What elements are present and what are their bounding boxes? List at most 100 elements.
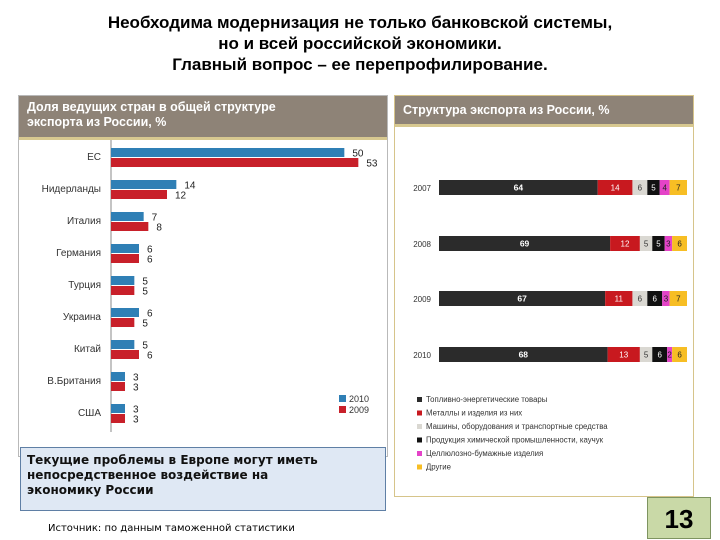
segment-4 — [662, 291, 670, 306]
year-label: 2008 — [413, 240, 431, 249]
year-label: 2009 — [413, 295, 431, 304]
data-label: 14 — [184, 181, 196, 192]
segment-label: 6 — [638, 184, 643, 193]
bar-2009 — [111, 222, 149, 231]
segment-label: 7 — [676, 184, 681, 193]
bar-2010 — [111, 404, 125, 413]
segment-label: 13 — [619, 351, 628, 360]
segment-label: 7 — [676, 295, 681, 304]
data-label: 8 — [156, 223, 162, 234]
legend-swatch — [417, 410, 422, 416]
segment-label: 68 — [519, 350, 529, 360]
legend-label: Другие — [426, 463, 451, 472]
bar-2010 — [111, 372, 125, 381]
note-box: Текущие проблемы в Европе могут иметь не… — [20, 447, 386, 511]
year-label: 2007 — [413, 184, 431, 193]
segment-1 — [605, 291, 633, 306]
data-label: 3 — [133, 405, 139, 416]
bar-2010 — [111, 180, 177, 189]
bar-2009 — [111, 254, 139, 263]
bar-2009 — [111, 286, 135, 295]
legend-label: Машины, оборудования и транспортные сред… — [426, 422, 608, 431]
segment-label: 12 — [621, 240, 630, 249]
data-label: 5 — [142, 319, 148, 330]
note-line: Текущие проблемы в Европе могут иметь — [27, 453, 318, 467]
legend-swatch — [417, 397, 422, 402]
segment-label: 5 — [644, 240, 649, 249]
segment-0 — [439, 180, 598, 195]
segment-label: 64 — [514, 183, 524, 193]
note-line: экономику России — [27, 483, 154, 497]
bar-2009 — [111, 318, 135, 327]
segment-3 — [647, 291, 663, 306]
segment-label: 69 — [520, 239, 530, 249]
segment-2 — [632, 180, 648, 195]
data-label: 6 — [147, 309, 153, 320]
legend-label-2009: 2009 — [349, 405, 369, 415]
bar-2010 — [111, 308, 139, 317]
segment-label: 3 — [664, 295, 669, 304]
segment-label: 5 — [651, 184, 656, 193]
legend-swatch-2010 — [339, 395, 346, 402]
legend-label: Продукция химической промышленности, кау… — [426, 436, 604, 445]
data-label: 53 — [366, 159, 378, 170]
bar-2010 — [111, 340, 135, 349]
legend-label: Целлюлозно-бумажные изделия — [426, 449, 543, 458]
category-label: Украина — [63, 312, 102, 323]
slide-title-line: Главный вопрос – ее перепрофилирование. — [172, 55, 548, 74]
segment-label: 2 — [667, 351, 672, 360]
bar-2009 — [111, 190, 167, 199]
segment-label: 6 — [677, 240, 682, 249]
data-label: 5 — [142, 277, 148, 288]
legend-swatch-2009 — [339, 406, 346, 413]
segment-label: 5 — [644, 351, 649, 360]
segment-1 — [597, 180, 633, 195]
segment-5 — [672, 236, 687, 251]
legend-swatch — [417, 424, 422, 429]
legend-label-2010: 2010 — [349, 394, 369, 404]
category-label: Германия — [56, 248, 101, 259]
segment-2 — [632, 291, 648, 306]
segment-label: 5 — [656, 240, 661, 249]
segment-0 — [439, 291, 606, 306]
legend-swatch — [417, 464, 422, 470]
chart-title-line: Доля ведущих стран в общей структуре — [27, 100, 276, 114]
segment-4 — [664, 236, 673, 251]
segment-4 — [667, 347, 673, 362]
category-label: США — [78, 408, 101, 419]
bar-2010 — [111, 148, 345, 157]
data-label: 3 — [133, 415, 139, 426]
data-label: 50 — [352, 149, 364, 160]
data-label: 6 — [147, 255, 153, 266]
segment-label: 14 — [611, 184, 620, 193]
segment-label: 4 — [662, 184, 667, 193]
slide-title-line: но и всей российской экономики. — [218, 34, 502, 53]
country-share-chart-panel: Доля ведущих стран в общей структуре экс… — [18, 95, 388, 457]
segment-label: 3 — [666, 240, 671, 249]
segment-5 — [672, 347, 687, 362]
data-label: 5 — [142, 287, 148, 298]
legend-swatch — [417, 437, 422, 443]
legend-swatch — [417, 451, 422, 456]
export-structure-chart-title: Структура экспорта из России, % — [395, 96, 693, 127]
bar-2009 — [111, 158, 359, 167]
legend-label: Металлы и изделия из них — [426, 409, 522, 418]
category-label: Китай — [74, 344, 101, 355]
segment-5 — [669, 180, 687, 195]
slide-number: 13 — [647, 497, 711, 539]
legend-label: Топливно-энергетические товары — [426, 395, 548, 404]
chart-title-line: экспорта из России, % — [27, 115, 167, 129]
segment-label: 67 — [517, 294, 527, 304]
segment-1 — [607, 347, 640, 362]
data-label: 7 — [152, 213, 158, 224]
data-label: 3 — [133, 383, 139, 394]
segment-0 — [439, 347, 608, 362]
data-label: 3 — [133, 373, 139, 384]
chart-title-line: Структура экспорта из России, % — [403, 103, 610, 117]
source-note: Источник: по данным таможенной статистик… — [48, 523, 295, 534]
category-label: Нидерланды — [42, 184, 101, 195]
bar-2010 — [111, 276, 135, 285]
data-label: 6 — [147, 245, 153, 256]
